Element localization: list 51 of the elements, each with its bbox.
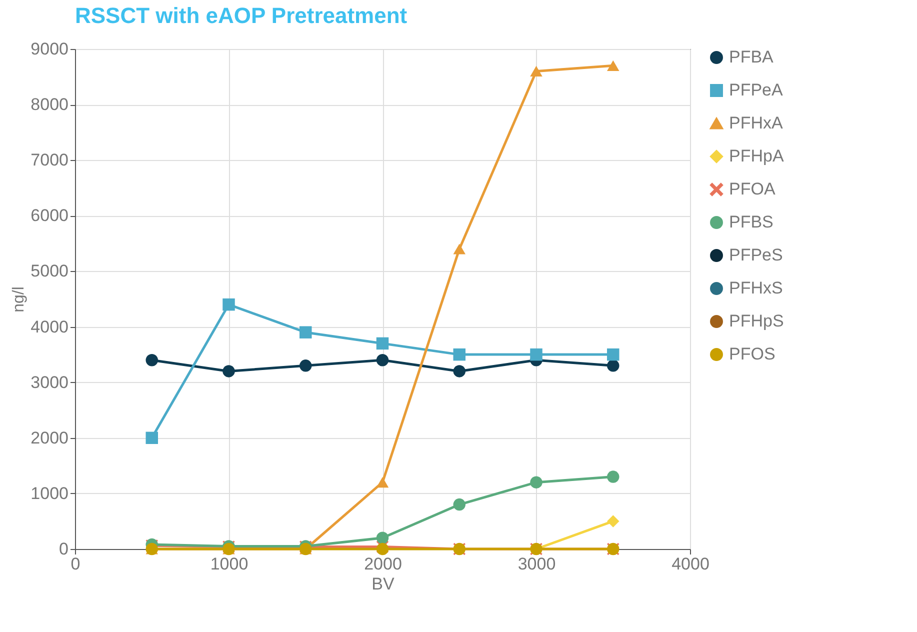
legend-label: PFBA [729,48,774,66]
point [376,477,389,488]
legend-label: PFPeS [729,246,783,264]
point [222,298,235,311]
legend-label: PFHxS [729,278,783,298]
y-tick-label: 2000 [30,428,68,448]
y-tick-label: 3000 [30,372,68,392]
point [607,60,620,71]
point [376,354,389,366]
point [146,354,158,366]
point [607,348,620,361]
y-tick-label: 1000 [30,484,68,503]
point [146,432,158,444]
point [453,365,466,378]
legend-label: PFHpA [729,146,784,166]
y-axis-title: ng/l [10,286,28,312]
legend-label: PFOS [729,344,776,364]
x-tick-label: 3000 [518,554,556,574]
x-tick-label: 1000 [210,554,248,574]
point [376,532,389,544]
y-tick-label: 6000 [30,206,68,226]
point [376,337,389,350]
y-tick-label: 4000 [30,317,68,336]
x-axis-title: BV [372,574,395,594]
point [607,470,620,483]
legend-label: PFHxA [729,114,784,132]
point [453,498,466,511]
point [607,515,620,528]
chart-title: RSSCT with eAOP Pretreatment [75,3,408,28]
y-tick-label: 8000 [30,95,68,114]
point [222,365,235,378]
y-tick-label: 5000 [30,262,68,281]
legend-label: PFOA [729,180,776,198]
point [300,360,312,372]
legend-label: PFHpS [729,312,784,330]
legend-label: PFPeA [729,80,784,100]
point [530,66,542,77]
point [376,542,389,556]
x-tick-label: 4000 [672,554,710,574]
point [530,348,542,361]
x-tick-label: 0 [70,554,80,574]
y-tick-label: 9000 [30,40,68,58]
point [530,476,542,488]
point [607,360,620,372]
legend-label: PFBS [729,212,774,232]
point [453,244,466,254]
y-tick-label: 7000 [30,150,68,170]
y-tick-label: 0 [59,540,68,558]
x-tick-label: 2000 [364,554,402,574]
point [453,348,466,361]
point [300,326,312,338]
